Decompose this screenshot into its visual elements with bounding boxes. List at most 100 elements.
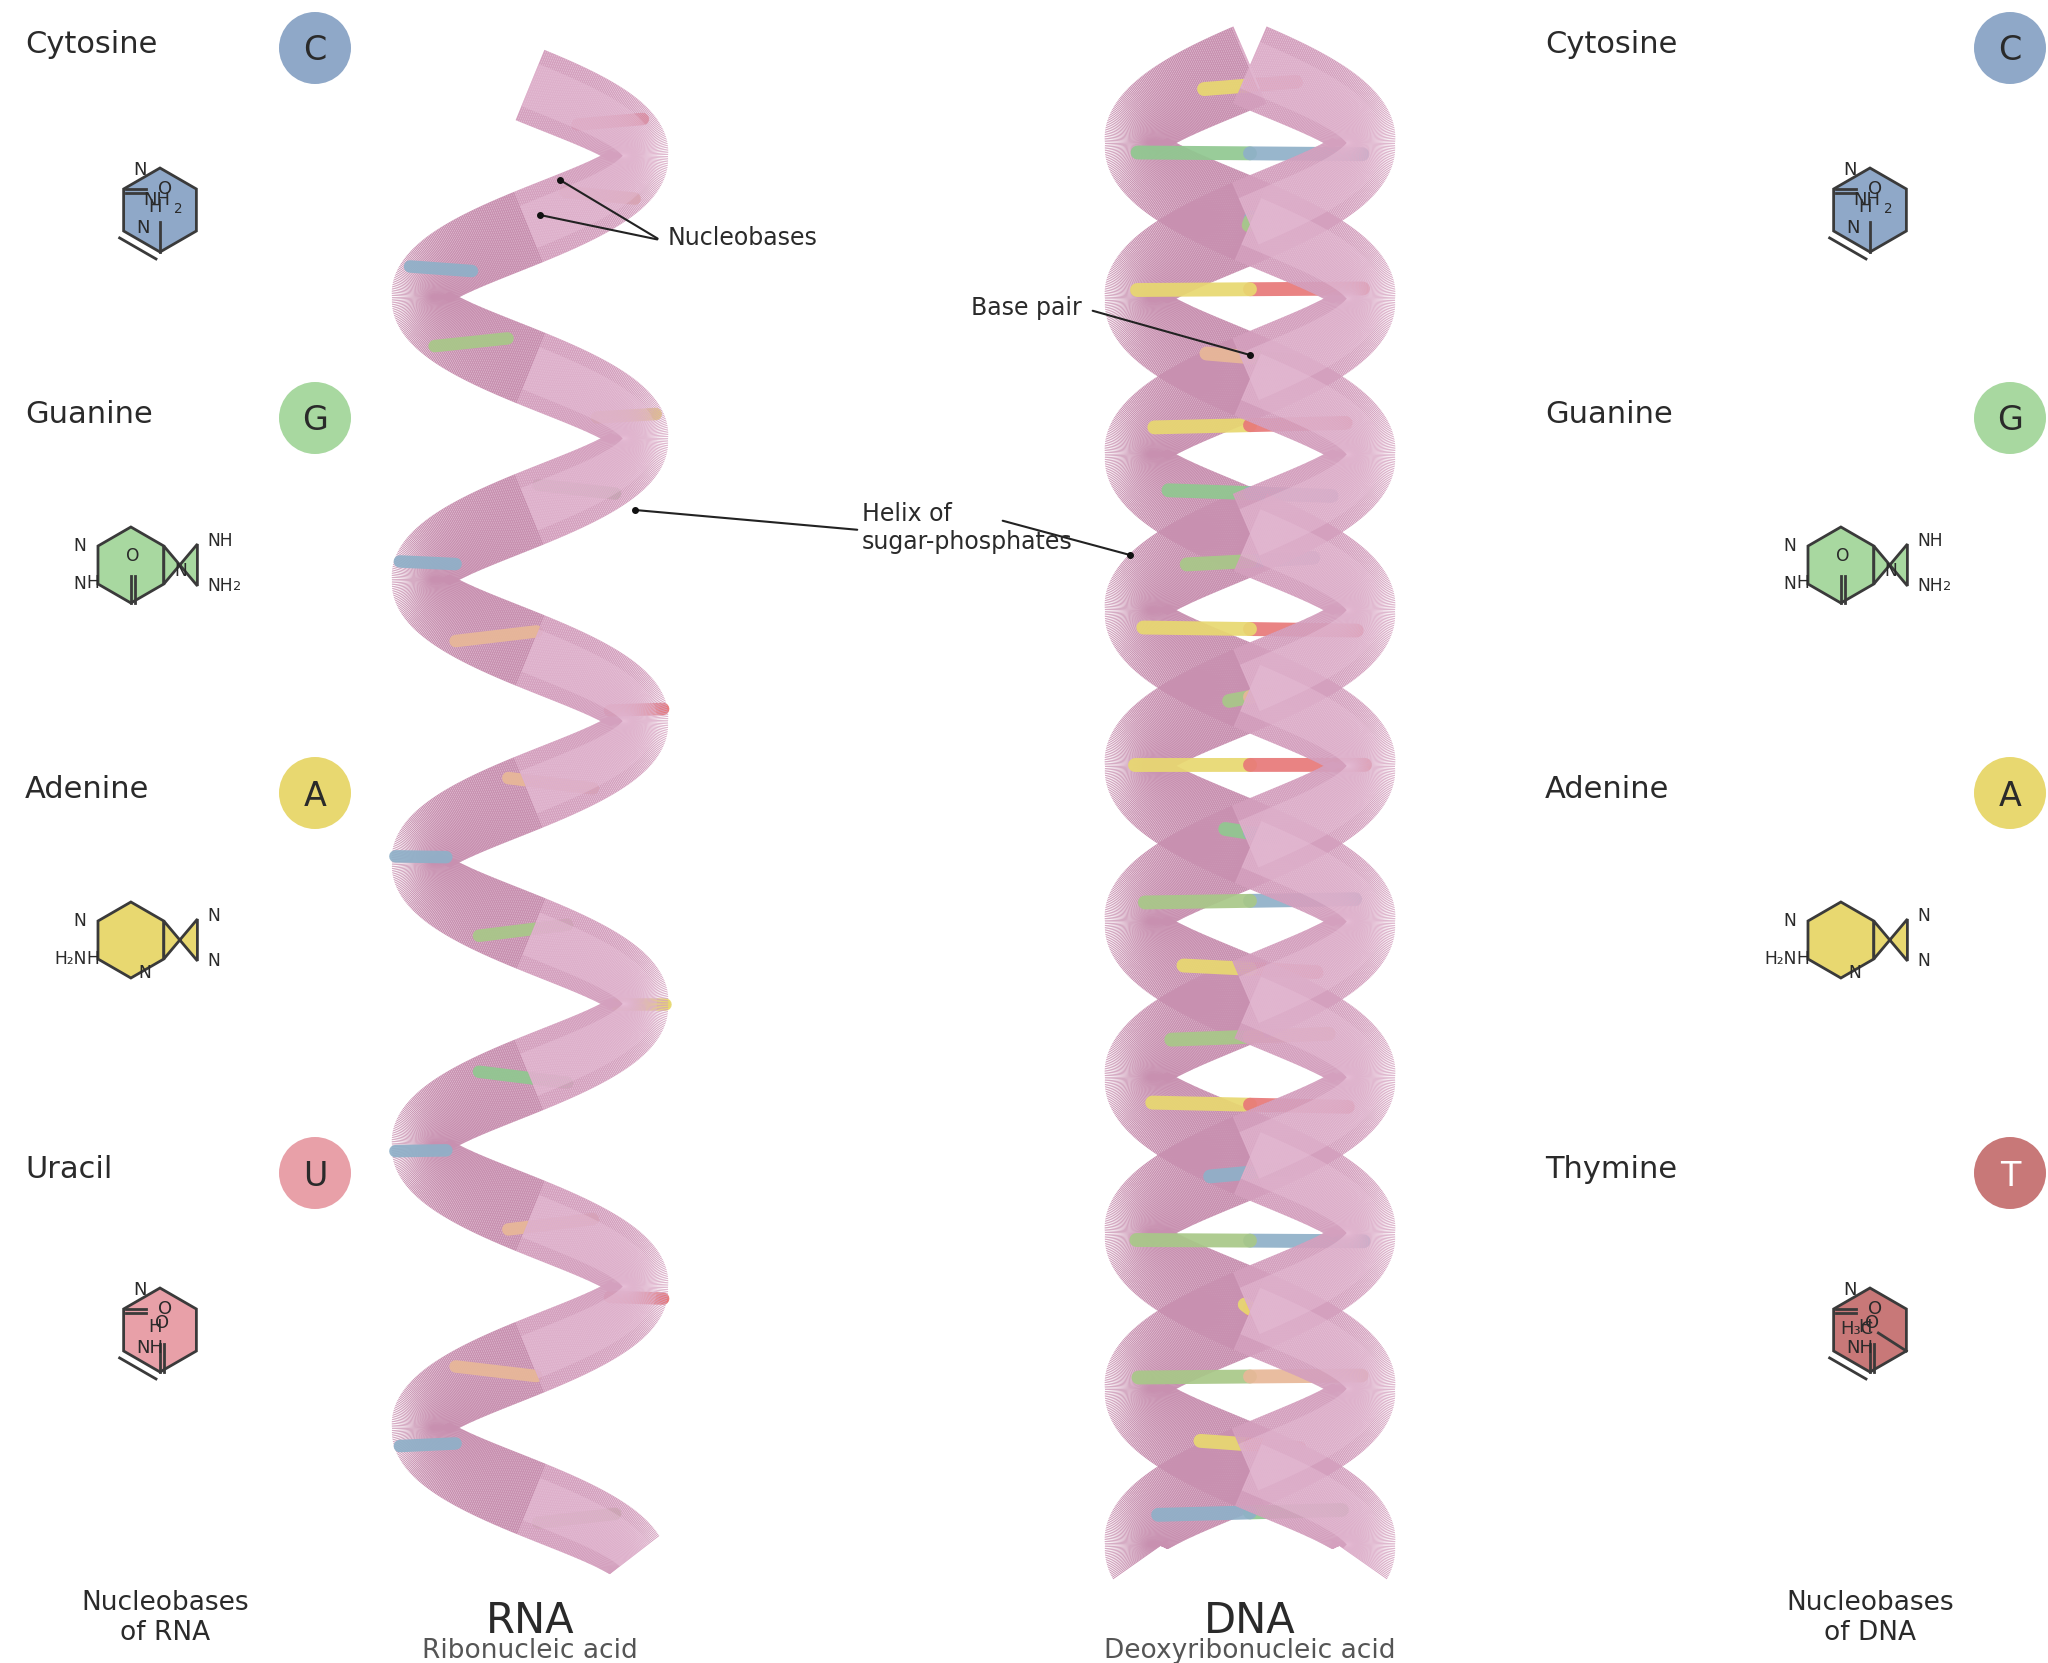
Polygon shape [1346,1389,1382,1397]
Polygon shape [1313,1319,1354,1384]
Polygon shape [557,457,588,526]
Polygon shape [528,1049,547,1093]
Polygon shape [565,1497,584,1538]
Polygon shape [610,153,668,170]
Polygon shape [1329,1500,1382,1548]
Polygon shape [1333,116,1391,146]
Polygon shape [1159,1154,1198,1224]
Polygon shape [1321,1018,1368,1078]
Polygon shape [1346,752,1382,765]
Polygon shape [1331,1229,1389,1267]
Polygon shape [543,479,561,522]
Polygon shape [393,1424,449,1443]
Polygon shape [1276,1304,1298,1350]
Polygon shape [1323,88,1350,126]
Polygon shape [1159,998,1198,1068]
Polygon shape [557,1320,578,1362]
Polygon shape [1159,1399,1198,1468]
Polygon shape [1149,226,1190,293]
Polygon shape [1108,743,1167,770]
Polygon shape [1315,163,1339,205]
Polygon shape [1321,1390,1366,1450]
Polygon shape [594,1513,616,1552]
Polygon shape [1294,1091,1331,1162]
Polygon shape [623,996,657,1004]
Polygon shape [1139,1236,1182,1297]
Polygon shape [1331,1191,1382,1237]
Polygon shape [1180,1297,1217,1370]
Polygon shape [412,530,455,582]
Polygon shape [1290,624,1329,697]
Polygon shape [1139,234,1182,296]
Polygon shape [1260,793,1294,870]
Polygon shape [571,1500,592,1540]
Polygon shape [1343,587,1378,609]
Polygon shape [1321,299,1366,359]
Polygon shape [1176,314,1214,389]
Polygon shape [430,233,469,294]
Polygon shape [1321,1332,1348,1372]
Polygon shape [1143,698,1184,762]
Polygon shape [1288,999,1313,1044]
Polygon shape [1329,1345,1382,1392]
Polygon shape [430,584,467,644]
Polygon shape [1141,1079,1184,1142]
Polygon shape [1329,1073,1382,1119]
Polygon shape [1145,1319,1188,1384]
Polygon shape [549,1309,580,1377]
Polygon shape [612,1003,668,1006]
Polygon shape [1333,762,1393,788]
Polygon shape [1315,476,1339,517]
Polygon shape [1331,918,1382,963]
Polygon shape [1151,1159,1192,1226]
Polygon shape [575,78,608,145]
Polygon shape [1233,181,1268,259]
Polygon shape [1274,1292,1311,1367]
Polygon shape [1341,891,1374,918]
Polygon shape [1163,1151,1202,1222]
Polygon shape [623,431,657,439]
Polygon shape [1106,296,1165,314]
Polygon shape [1331,105,1386,148]
Polygon shape [1112,916,1167,956]
Polygon shape [1343,898,1378,920]
Polygon shape [1290,843,1313,888]
Polygon shape [1272,807,1292,853]
Polygon shape [1315,1475,1356,1540]
Polygon shape [1198,822,1233,896]
Polygon shape [559,1320,580,1362]
Polygon shape [547,923,567,966]
Polygon shape [1190,943,1227,1018]
Polygon shape [608,963,655,1008]
Polygon shape [1217,1279,1253,1355]
Polygon shape [1118,918,1169,965]
Polygon shape [1153,1397,1194,1463]
Polygon shape [410,575,453,624]
Polygon shape [1171,679,1210,752]
Polygon shape [428,582,465,642]
Polygon shape [1333,1229,1389,1266]
Polygon shape [1290,1422,1313,1467]
Polygon shape [618,1540,647,1567]
Polygon shape [588,1508,608,1548]
Polygon shape [1124,452,1174,504]
Polygon shape [1141,1167,1184,1231]
Polygon shape [1319,1018,1343,1058]
Polygon shape [1251,1437,1274,1485]
Polygon shape [1110,580,1167,615]
Polygon shape [588,176,610,215]
Polygon shape [1114,728,1169,770]
Polygon shape [1114,1197,1169,1237]
Polygon shape [604,436,647,487]
Polygon shape [406,258,453,301]
Polygon shape [1333,876,1362,911]
Polygon shape [391,861,449,863]
Polygon shape [539,1485,559,1527]
Polygon shape [1225,185,1260,263]
Polygon shape [1182,785,1219,858]
Polygon shape [610,436,668,454]
Polygon shape [612,718,668,722]
Polygon shape [1235,1429,1270,1507]
Polygon shape [586,1500,621,1563]
Polygon shape [1276,47,1311,121]
